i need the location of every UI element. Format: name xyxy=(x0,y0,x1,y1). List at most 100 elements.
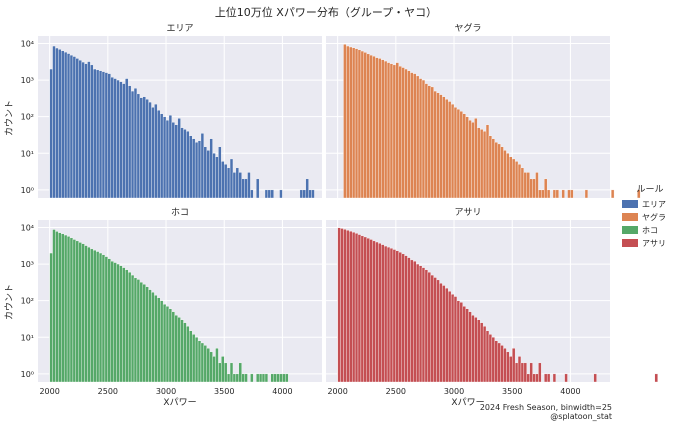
histogram-bar xyxy=(218,146,222,199)
y-tick-label: 10² xyxy=(21,297,34,306)
histogram-bar xyxy=(267,189,271,199)
histogram-bar xyxy=(160,113,164,199)
histogram-bar xyxy=(84,63,88,199)
legend-title: ルール xyxy=(636,185,663,195)
histogram-bar xyxy=(279,189,283,199)
histogram-bar xyxy=(133,277,138,383)
histogram-bar xyxy=(177,118,181,199)
panel-title: アサリ xyxy=(454,207,481,218)
histogram-bar xyxy=(81,61,85,199)
histogram-bar xyxy=(250,189,254,199)
histogram-bar xyxy=(165,120,170,199)
histogram-bar xyxy=(544,178,548,199)
histogram-bar xyxy=(500,345,504,383)
histogram-bar xyxy=(66,236,71,383)
histogram-bar xyxy=(177,317,181,383)
y-axis-label-top: カウント xyxy=(4,100,15,136)
x-tick-label: 4000 xyxy=(272,387,292,396)
histogram-bar xyxy=(171,311,175,383)
histogram-bar xyxy=(238,172,242,199)
histogram-bar xyxy=(162,304,167,383)
histogram-bar xyxy=(366,237,370,383)
histogram-bar xyxy=(235,373,239,383)
histogram-bar xyxy=(375,57,379,199)
histogram-bar xyxy=(194,142,199,199)
histogram-bar xyxy=(378,243,382,383)
histogram-bar xyxy=(421,79,426,199)
x-tick-label: 2000 xyxy=(39,387,59,396)
histogram-bar xyxy=(151,292,155,383)
histogram-bar xyxy=(520,167,525,199)
histogram-bar xyxy=(128,85,132,199)
histogram-bar xyxy=(238,362,242,383)
histogram-bar xyxy=(538,189,542,199)
histogram-bar xyxy=(413,73,417,199)
histogram-bar xyxy=(215,348,219,383)
histogram-bar xyxy=(523,172,527,199)
histogram-bar xyxy=(532,373,536,383)
histogram-bar xyxy=(477,319,481,383)
figure-title: 上位10万位 Xパワー分布（グループ・ヤコ） xyxy=(215,5,437,19)
histogram-bar xyxy=(116,263,120,383)
histogram-bar xyxy=(197,340,202,383)
histogram-bar xyxy=(98,252,103,383)
histogram-bar xyxy=(352,232,356,383)
histogram-bar xyxy=(474,118,478,199)
histogram-bar xyxy=(264,189,269,199)
histogram-bar xyxy=(526,373,530,383)
histogram-bar xyxy=(84,245,88,383)
histogram-bar xyxy=(532,178,536,199)
histogram-bar xyxy=(354,48,359,199)
histogram-bar xyxy=(299,189,303,199)
histogram-bar xyxy=(119,81,123,199)
histogram-bar xyxy=(49,252,53,383)
histogram-bar xyxy=(148,101,152,199)
histogram-bar xyxy=(101,71,106,199)
histogram-bar xyxy=(459,111,463,199)
histogram-bar xyxy=(61,50,65,199)
histogram-bar xyxy=(87,61,91,199)
histogram-bar xyxy=(392,64,397,199)
histogram-bar xyxy=(215,156,219,199)
histogram-bar xyxy=(168,114,173,199)
histogram-bar xyxy=(381,59,385,199)
histogram-bar xyxy=(401,67,405,199)
histogram-bar xyxy=(471,122,475,199)
histogram-bar xyxy=(386,62,391,199)
histogram-bar xyxy=(235,167,239,199)
histogram-bar xyxy=(107,258,111,383)
histogram-bar xyxy=(55,47,59,199)
histogram-bar xyxy=(471,315,475,383)
histogram-bar xyxy=(189,330,193,383)
histogram-bar xyxy=(282,373,286,383)
histogram-bar xyxy=(395,62,399,199)
histogram-bar xyxy=(512,348,516,383)
histogram-bar xyxy=(90,64,94,199)
histogram-bar xyxy=(64,51,68,199)
histogram-bar xyxy=(357,234,362,383)
histogram-bar xyxy=(224,362,228,383)
histogram-bar xyxy=(261,373,266,383)
histogram-bar xyxy=(203,345,207,383)
histogram-bar xyxy=(308,189,312,199)
histogram-bar xyxy=(404,255,408,383)
histogram-bar xyxy=(526,172,530,199)
x-axis-label-left: Xパワー xyxy=(163,397,196,408)
histogram-bar xyxy=(122,83,126,199)
histogram-bar xyxy=(561,189,565,199)
y-tick-label: 10⁴ xyxy=(21,223,34,232)
histogram-bar xyxy=(506,153,510,199)
histogram-bar xyxy=(226,167,231,199)
histogram-bar xyxy=(142,96,146,199)
histogram-bar xyxy=(448,291,452,383)
histogram-bar xyxy=(98,70,103,199)
histogram-bar xyxy=(424,269,429,383)
histogram-bar xyxy=(427,85,431,199)
histogram-bar xyxy=(276,373,280,383)
histogram-bar xyxy=(171,122,175,199)
histogram-bar xyxy=(157,110,161,199)
histogram-bar xyxy=(654,373,658,383)
histogram-bar xyxy=(416,75,420,199)
histogram-bar xyxy=(66,53,71,199)
histogram-bar xyxy=(395,250,399,383)
